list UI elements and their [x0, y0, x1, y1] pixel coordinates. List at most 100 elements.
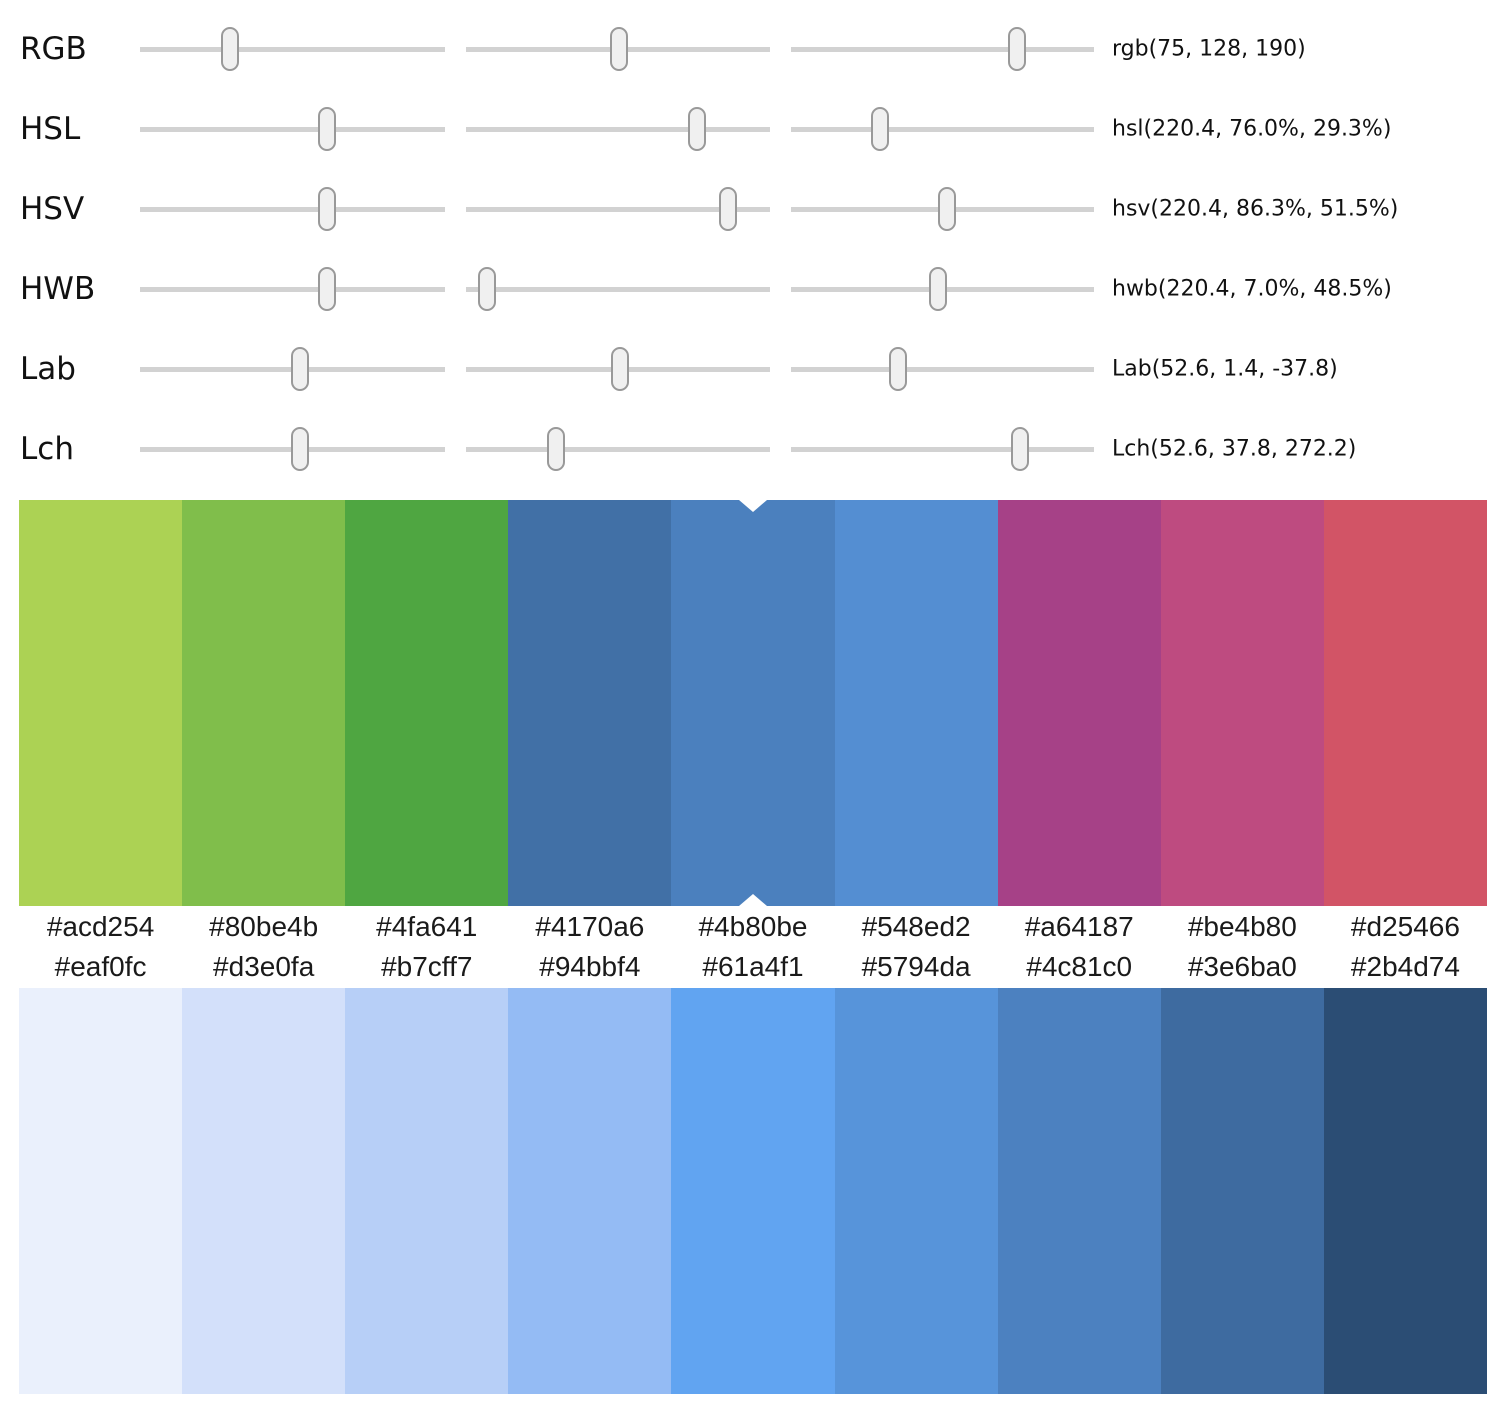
slider-track[interactable]	[466, 169, 770, 249]
slider-thumb[interactable]	[291, 427, 310, 471]
palette-swatch[interactable]	[182, 500, 346, 906]
swatch-hex-label: #4fa641	[376, 910, 478, 942]
slider-track-line	[140, 126, 445, 132]
slider-track[interactable]	[791, 409, 1094, 489]
slider-track[interactable]	[140, 89, 445, 169]
swatch-hex-label: #acd254	[46, 910, 155, 942]
slider-track[interactable]	[140, 249, 445, 329]
slider-thumb[interactable]	[317, 107, 336, 151]
slider-row-rgb: RGB rgb(75, 128, 190)	[0, 9, 1501, 89]
slider-thumb[interactable]	[938, 187, 957, 231]
swatch-hex-label: #80be4b	[209, 910, 319, 942]
slider-track[interactable]	[140, 169, 445, 249]
slider-row-hsv: HSV hsv(220.4, 86.3%, 51.5%)	[0, 169, 1501, 249]
slider-track-line	[140, 206, 445, 212]
slider-track-line	[140, 286, 445, 292]
slider-thumb[interactable]	[317, 187, 336, 231]
hue-palette-hex-labels: #acd254 #80be4b #4fa641 #4170a6 #4b80be #548e…	[19, 906, 1487, 947]
swatch-hex-label: #d25466	[1350, 910, 1460, 942]
slider-track[interactable]	[466, 9, 770, 89]
slider-track[interactable]	[791, 249, 1094, 329]
slider-track[interactable]	[791, 329, 1094, 409]
palette-swatch[interactable]	[1160, 988, 1324, 1394]
swatch-hex-label: #eaf0fc	[54, 950, 147, 982]
swatch-hex-label: #3e6ba0	[1187, 950, 1297, 982]
slider-row-label: RGB	[20, 31, 87, 67]
slider-track[interactable]	[466, 329, 770, 409]
slider-track-line	[140, 46, 445, 52]
swatch-hex-label: #2b4d74	[1350, 950, 1460, 982]
slider-thumb[interactable]	[870, 107, 889, 151]
slider-track[interactable]	[466, 89, 770, 169]
slider-row-lab: Lab Lab(52.6, 1.4, -37.8)	[0, 329, 1501, 409]
slider-value: Lch(52.6, 37.8, 272.2)	[1112, 436, 1357, 462]
slider-track-line	[466, 446, 770, 452]
palette-swatch[interactable]	[345, 988, 509, 1394]
slider-track[interactable]	[466, 249, 770, 329]
palette-swatch[interactable]	[997, 988, 1161, 1394]
palette-swatch[interactable]	[345, 500, 509, 906]
slider-track-line	[466, 206, 770, 212]
slider-thumb[interactable]	[478, 267, 497, 311]
slider-thumb[interactable]	[928, 267, 947, 311]
palette-swatch[interactable]	[1323, 988, 1487, 1394]
palette-swatch[interactable]	[834, 500, 998, 906]
slider-thumb[interactable]	[317, 267, 336, 311]
slider-track[interactable]	[140, 329, 445, 409]
swatch-hex-label: #5794da	[861, 950, 971, 982]
swatch-hex-label: #61a4f1	[702, 950, 804, 982]
lightness-palette-hex-labels: #eaf0fc #d3e0fa #b7cff7 #94bbf4 #61a4f1 #5794…	[19, 946, 1487, 987]
slider-value: rgb(75, 128, 190)	[1112, 36, 1306, 62]
slider-track-line	[466, 126, 770, 132]
palette-swatch[interactable]	[1323, 500, 1487, 906]
palette-swatch[interactable]	[671, 500, 835, 906]
slider-thumb[interactable]	[688, 107, 707, 151]
swatch-hex-label: #94bbf4	[539, 950, 641, 982]
slider-value: hwb(220.4, 7.0%, 48.5%)	[1112, 276, 1392, 302]
lightness-palette-strip	[19, 988, 1487, 1394]
swatch-hex-label: #4170a6	[535, 910, 645, 942]
slider-track[interactable]	[140, 409, 445, 489]
slider-row-label: HWB	[20, 271, 96, 307]
slider-row-lch: Lch Lch(52.6, 37.8, 272.2)	[0, 409, 1501, 489]
palette-swatch[interactable]	[508, 500, 672, 906]
swatch-hex-label: #548ed2	[861, 910, 971, 942]
slider-panel: RGB rgb(75, 128, 190) HSL hsl(220.4,	[0, 9, 1501, 489]
swatch-hex-label: #4b80be	[698, 910, 808, 942]
slider-track[interactable]	[791, 9, 1094, 89]
slider-thumb[interactable]	[609, 27, 628, 71]
slider-thumb[interactable]	[220, 27, 239, 71]
slider-track[interactable]	[791, 169, 1094, 249]
slider-track[interactable]	[791, 89, 1094, 169]
slider-row-label: HSV	[20, 191, 85, 227]
palette-swatch[interactable]	[834, 988, 998, 1394]
slider-thumb[interactable]	[291, 347, 310, 391]
slider-value: Lab(52.6, 1.4, -37.8)	[1112, 356, 1338, 382]
palette-swatch[interactable]	[508, 988, 672, 1394]
selected-swatch-notch-top	[739, 500, 767, 512]
slider-thumb[interactable]	[1011, 427, 1030, 471]
palette-swatch[interactable]	[671, 988, 835, 1394]
slider-value: hsv(220.4, 86.3%, 51.5%)	[1112, 196, 1399, 222]
slider-thumb[interactable]	[1007, 27, 1026, 71]
palette-swatch[interactable]	[1160, 500, 1324, 906]
palette-swatch[interactable]	[997, 500, 1161, 906]
slider-track[interactable]	[466, 409, 770, 489]
palette-swatch[interactable]	[19, 988, 183, 1394]
palette-swatch[interactable]	[182, 988, 346, 1394]
slider-row-hsl: HSL hsl(220.4, 76.0%, 29.3%)	[0, 89, 1501, 169]
slider-thumb[interactable]	[719, 187, 738, 231]
swatch-hex-label: #be4b80	[1187, 910, 1297, 942]
swatch-hex-label: #a64187	[1024, 910, 1134, 942]
slider-thumb[interactable]	[546, 427, 565, 471]
slider-track[interactable]	[140, 9, 445, 89]
slider-value: hsl(220.4, 76.0%, 29.3%)	[1112, 116, 1392, 142]
slider-thumb[interactable]	[611, 347, 630, 391]
slider-row-label: Lab	[20, 351, 76, 387]
hue-palette-strip	[19, 500, 1487, 906]
slider-track-line	[791, 446, 1094, 452]
palette-swatch[interactable]	[19, 500, 183, 906]
selected-swatch-notch-bottom	[739, 894, 767, 906]
slider-thumb[interactable]	[889, 347, 908, 391]
